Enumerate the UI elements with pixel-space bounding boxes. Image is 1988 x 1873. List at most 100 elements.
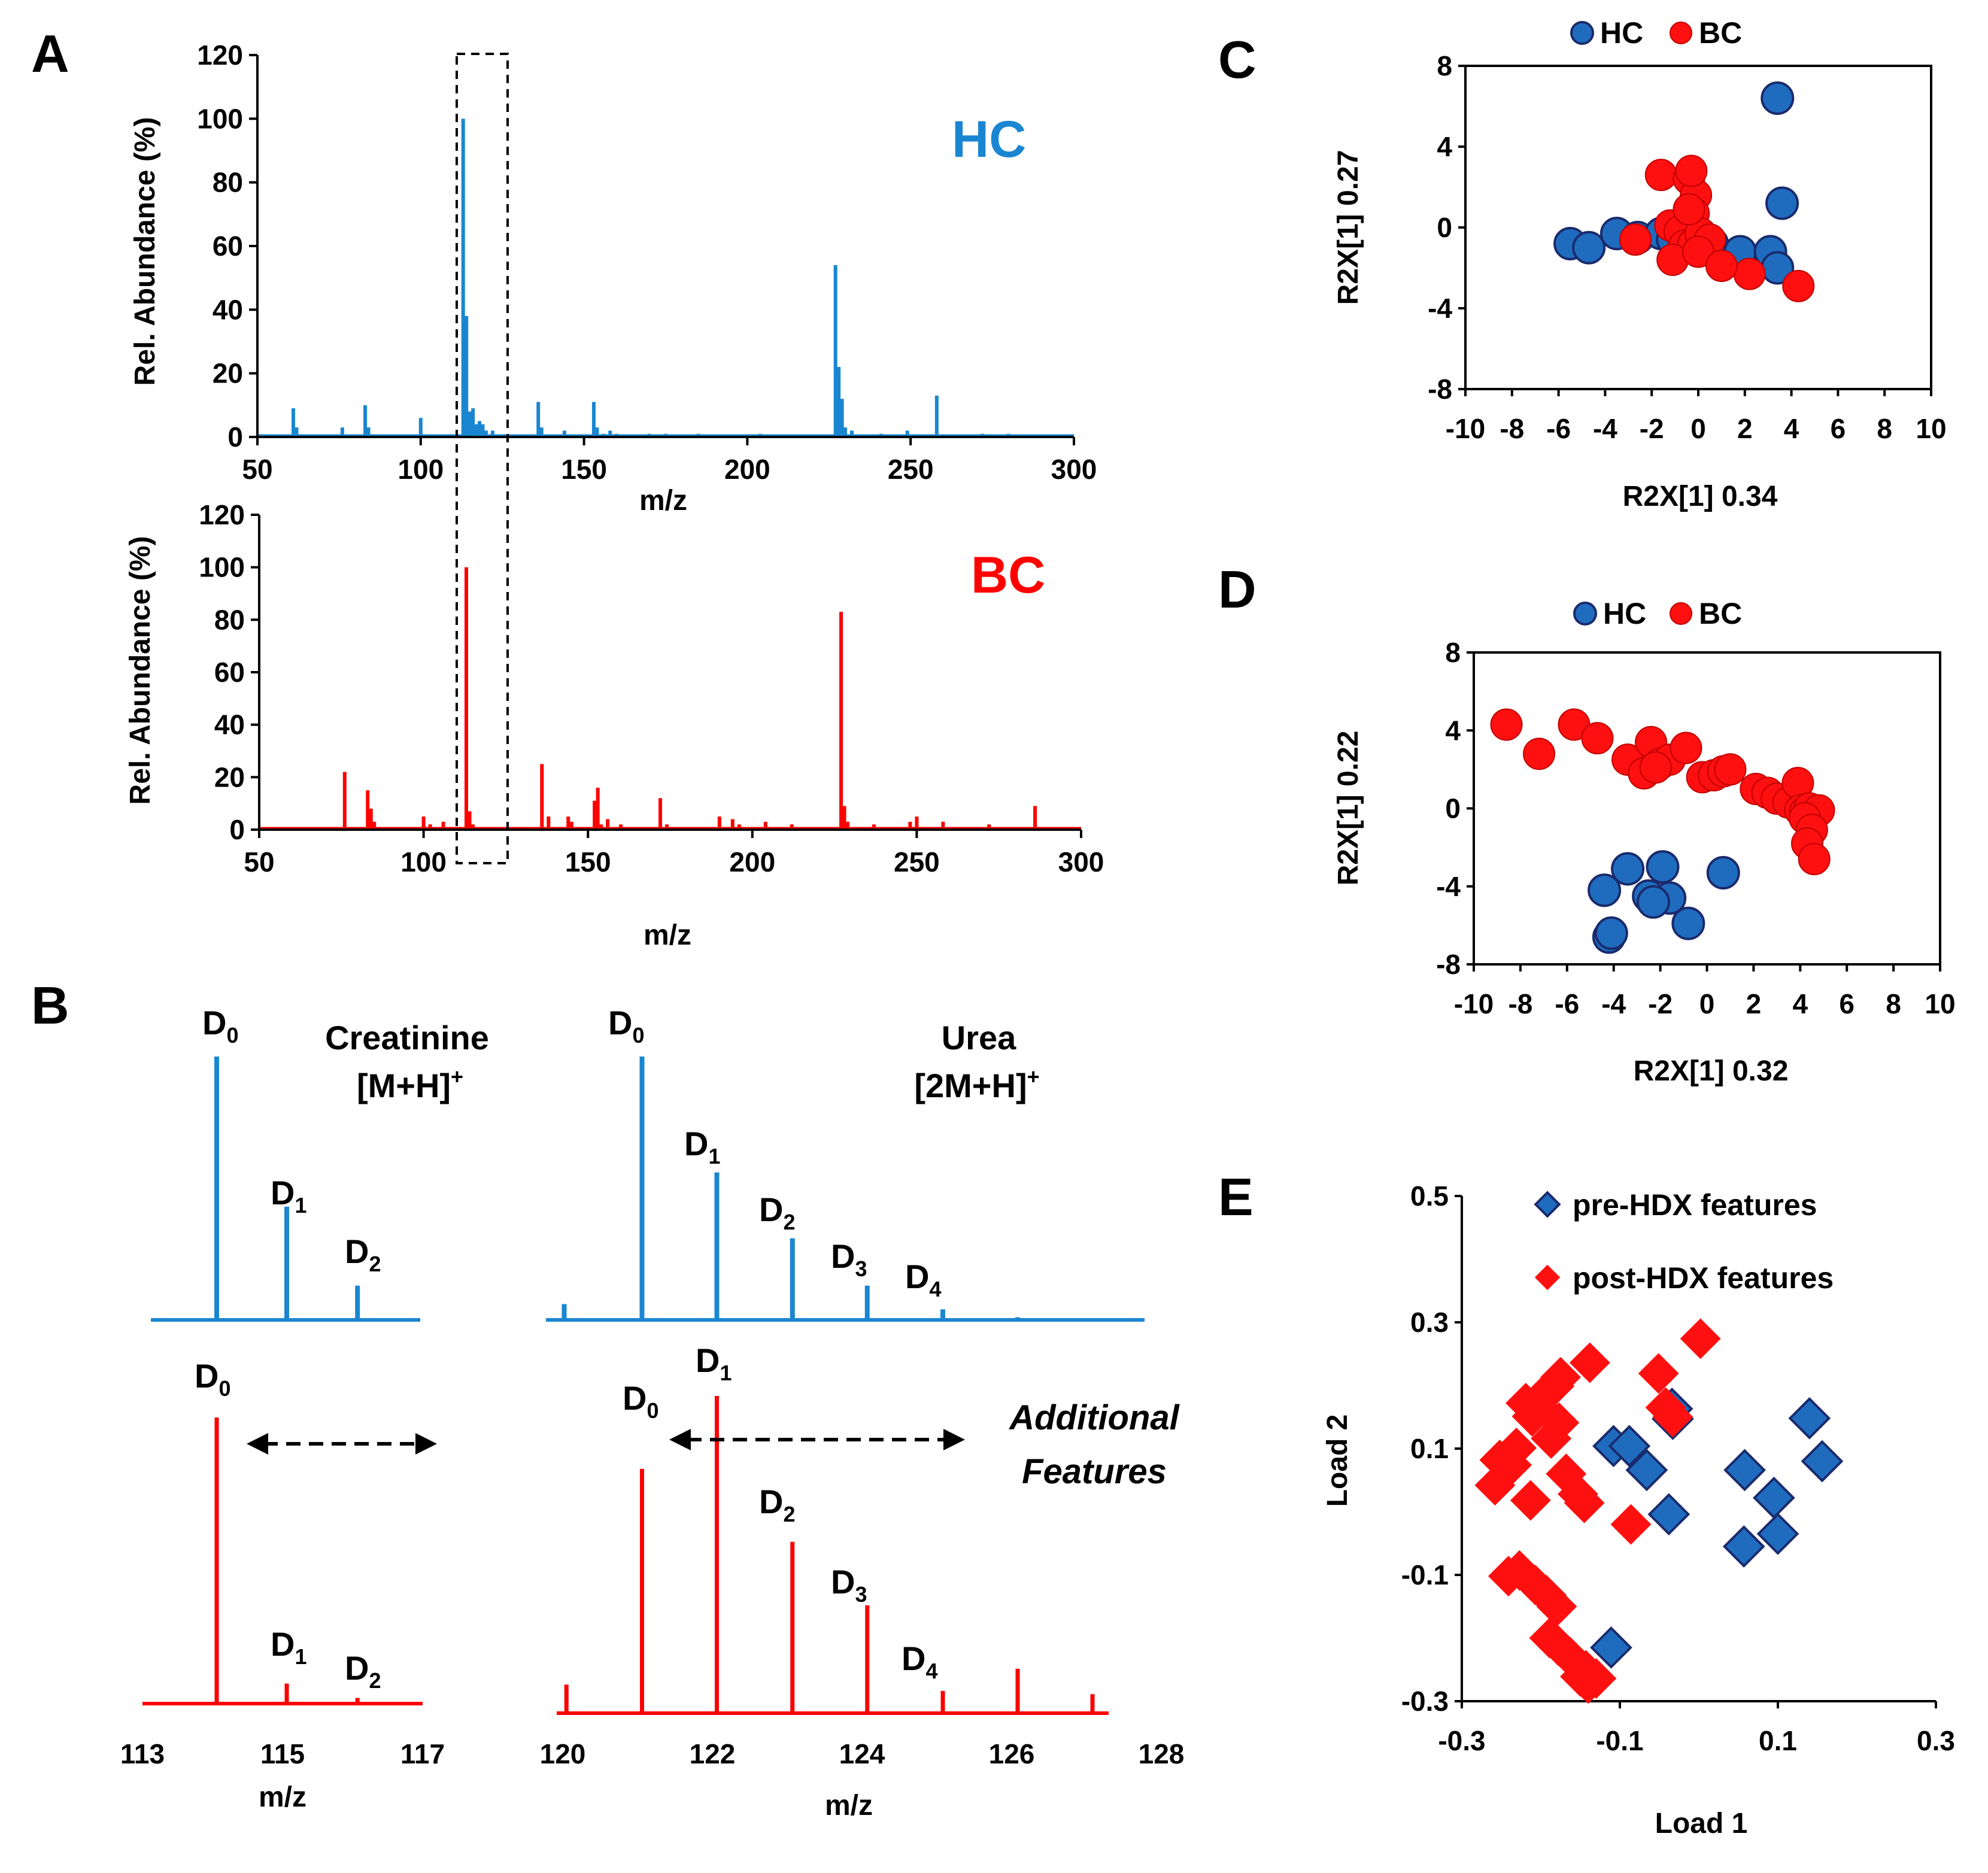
x-tick-label: 200 (729, 846, 775, 878)
point-post-hdx (1540, 1356, 1581, 1398)
x-tick-label: -2 (1648, 988, 1673, 1019)
point-bc (1782, 269, 1815, 302)
y-tick-label: -0.1 (1401, 1559, 1449, 1590)
point-pre-hdx (1801, 1440, 1844, 1483)
x-tick-label: 124 (839, 1738, 885, 1769)
legend-label-bc: BC (1699, 597, 1742, 630)
scatter-e-points (1474, 1318, 1844, 1704)
label-urea-hc-d2: D2 (759, 1191, 795, 1234)
y-tick-label: 80 (213, 167, 243, 198)
x-tick-label: -6 (1546, 413, 1571, 444)
y-tick-label: 100 (197, 103, 243, 134)
x-axis-title: m/z (639, 485, 687, 517)
x-tick-label: 250 (888, 454, 934, 485)
features-label: Features (1022, 1452, 1167, 1491)
legend-label-hc: HC (1603, 597, 1646, 630)
x-tick-label: 10 (1925, 988, 1955, 1019)
y-tick-label: 0 (1437, 212, 1452, 243)
highlight-box (456, 53, 509, 864)
point-hc (1636, 885, 1670, 919)
x-tick-label: 0 (1699, 988, 1715, 1019)
x-tick-label: 50 (244, 846, 274, 878)
label-creat-bc-d0: D0 (195, 1357, 230, 1401)
creatinine-label: Creatinine (325, 1019, 489, 1057)
point-pre-hdx (1625, 1449, 1668, 1492)
point-bc (1673, 193, 1705, 226)
label-urea-bc-d0: D0 (623, 1379, 658, 1423)
y-tick-label: -0.3 (1401, 1686, 1449, 1717)
y-tick-label: 20 (213, 358, 243, 389)
x-tick-label: 6 (1831, 413, 1846, 444)
point-bc (1670, 731, 1702, 764)
x-tick-label: 300 (1058, 846, 1104, 878)
point-post-hdx (1560, 1656, 1601, 1697)
y-tick-label: 0.3 (1410, 1307, 1449, 1338)
y-tick-label: -8 (1436, 949, 1461, 980)
x-tick-label: 4 (1793, 988, 1808, 1019)
legend: HC BC (1570, 16, 1742, 50)
x-tick-label: 150 (565, 846, 611, 878)
y-axis-title: R2X[1] 0.27 (1333, 150, 1364, 305)
bc-label: BC (971, 547, 1045, 604)
panel-label-e: E (1218, 1167, 1253, 1227)
x-tick-label: 128 (1139, 1738, 1185, 1769)
y-axis-title: R2X[1] 0.22 (1333, 731, 1364, 886)
label-urea-bc-d3: D3 (831, 1563, 867, 1607)
x-tick-label: -2 (1640, 413, 1664, 444)
label-urea-bc-d2: D2 (759, 1483, 795, 1526)
y-tick-label: 100 (199, 552, 245, 583)
legend-marker-post (1534, 1264, 1561, 1291)
point-hc (1594, 916, 1628, 950)
label-urea-bc-d4: D4 (902, 1640, 937, 1683)
legend-marker-hc (1573, 602, 1597, 626)
point-bc (1639, 751, 1672, 784)
panel-label-b: B (31, 976, 69, 1035)
y-tick-label: 40 (213, 294, 243, 325)
y-tick-label: 40 (214, 709, 245, 740)
x-tick-label: 0.1 (1759, 1725, 1797, 1756)
label-urea-bc-d1: D1 (696, 1341, 732, 1385)
legend-label-pre: pre-HDX features (1573, 1188, 1817, 1222)
x-tick-label: -0.3 (1438, 1725, 1485, 1756)
x-axis-title: m/z (644, 919, 691, 951)
x-tick-label: 113 (120, 1738, 165, 1769)
point-post-hdx (1496, 1428, 1537, 1468)
x-tick-label: -8 (1500, 413, 1524, 444)
panel-label-a: A (31, 24, 69, 83)
x-tick-label: 100 (397, 454, 444, 485)
isotope-labels: D0 D1 D2 D0 D1 D2 D3 D4 D0 D1 D2 D0 D1 D… (195, 1004, 941, 1693)
y-axis-title: Rel. Abundance (%) (129, 117, 161, 386)
point-hc (1761, 81, 1795, 115)
hc-label: HC (952, 111, 1026, 168)
legend-label-bc: BC (1699, 16, 1742, 50)
point-post-hdx (1510, 1480, 1551, 1521)
legend-marker-pre (1534, 1191, 1561, 1218)
point-hc (1646, 850, 1680, 884)
x-tick-label: 300 (1051, 454, 1097, 485)
spectrum-hc-ticks: 0 20 40 60 80 100 120 50 100 150 200 250 300 (197, 40, 1097, 485)
point-bc (1581, 722, 1614, 755)
x-axis-title: R2X[1] 0.32 (1634, 1055, 1789, 1087)
scatter-c-points (1553, 81, 1815, 302)
point-post-hdx (1569, 1342, 1610, 1383)
y-tick-label: 60 (213, 230, 243, 262)
x-tick-label: 117 (400, 1738, 445, 1769)
isotope-ticks: 113 115 117 120 122 124 126 128 (120, 1738, 1184, 1769)
x-tick-label: 100 (400, 846, 447, 878)
point-post-hdx (1538, 1402, 1580, 1443)
y-tick-label: 120 (199, 499, 245, 530)
legend: pre-HDX features post-HDX features (1534, 1188, 1834, 1295)
x-axis-title: Load 1 (1655, 1808, 1748, 1839)
x-tick-label: 115 (260, 1738, 305, 1769)
point-pre-hdx (1590, 1626, 1632, 1669)
legend-marker-hc (1570, 21, 1594, 45)
spectrum-bc: 0 20 40 60 80 100 120 50 100 150 200 250 300 Rel. Ab… (125, 499, 1104, 951)
point-bc (1619, 223, 1652, 256)
y-axis-title: Load 2 (1322, 1414, 1353, 1507)
label-creat-hc-d1: D1 (271, 1174, 306, 1218)
panel-label-c: C (1218, 30, 1256, 89)
y-tick-label: 0 (229, 814, 245, 845)
point-post-hdx (1610, 1504, 1652, 1545)
spectrum-bc-ticks: 0 20 40 60 80 100 120 50 100 150 200 250 300 (199, 499, 1104, 878)
